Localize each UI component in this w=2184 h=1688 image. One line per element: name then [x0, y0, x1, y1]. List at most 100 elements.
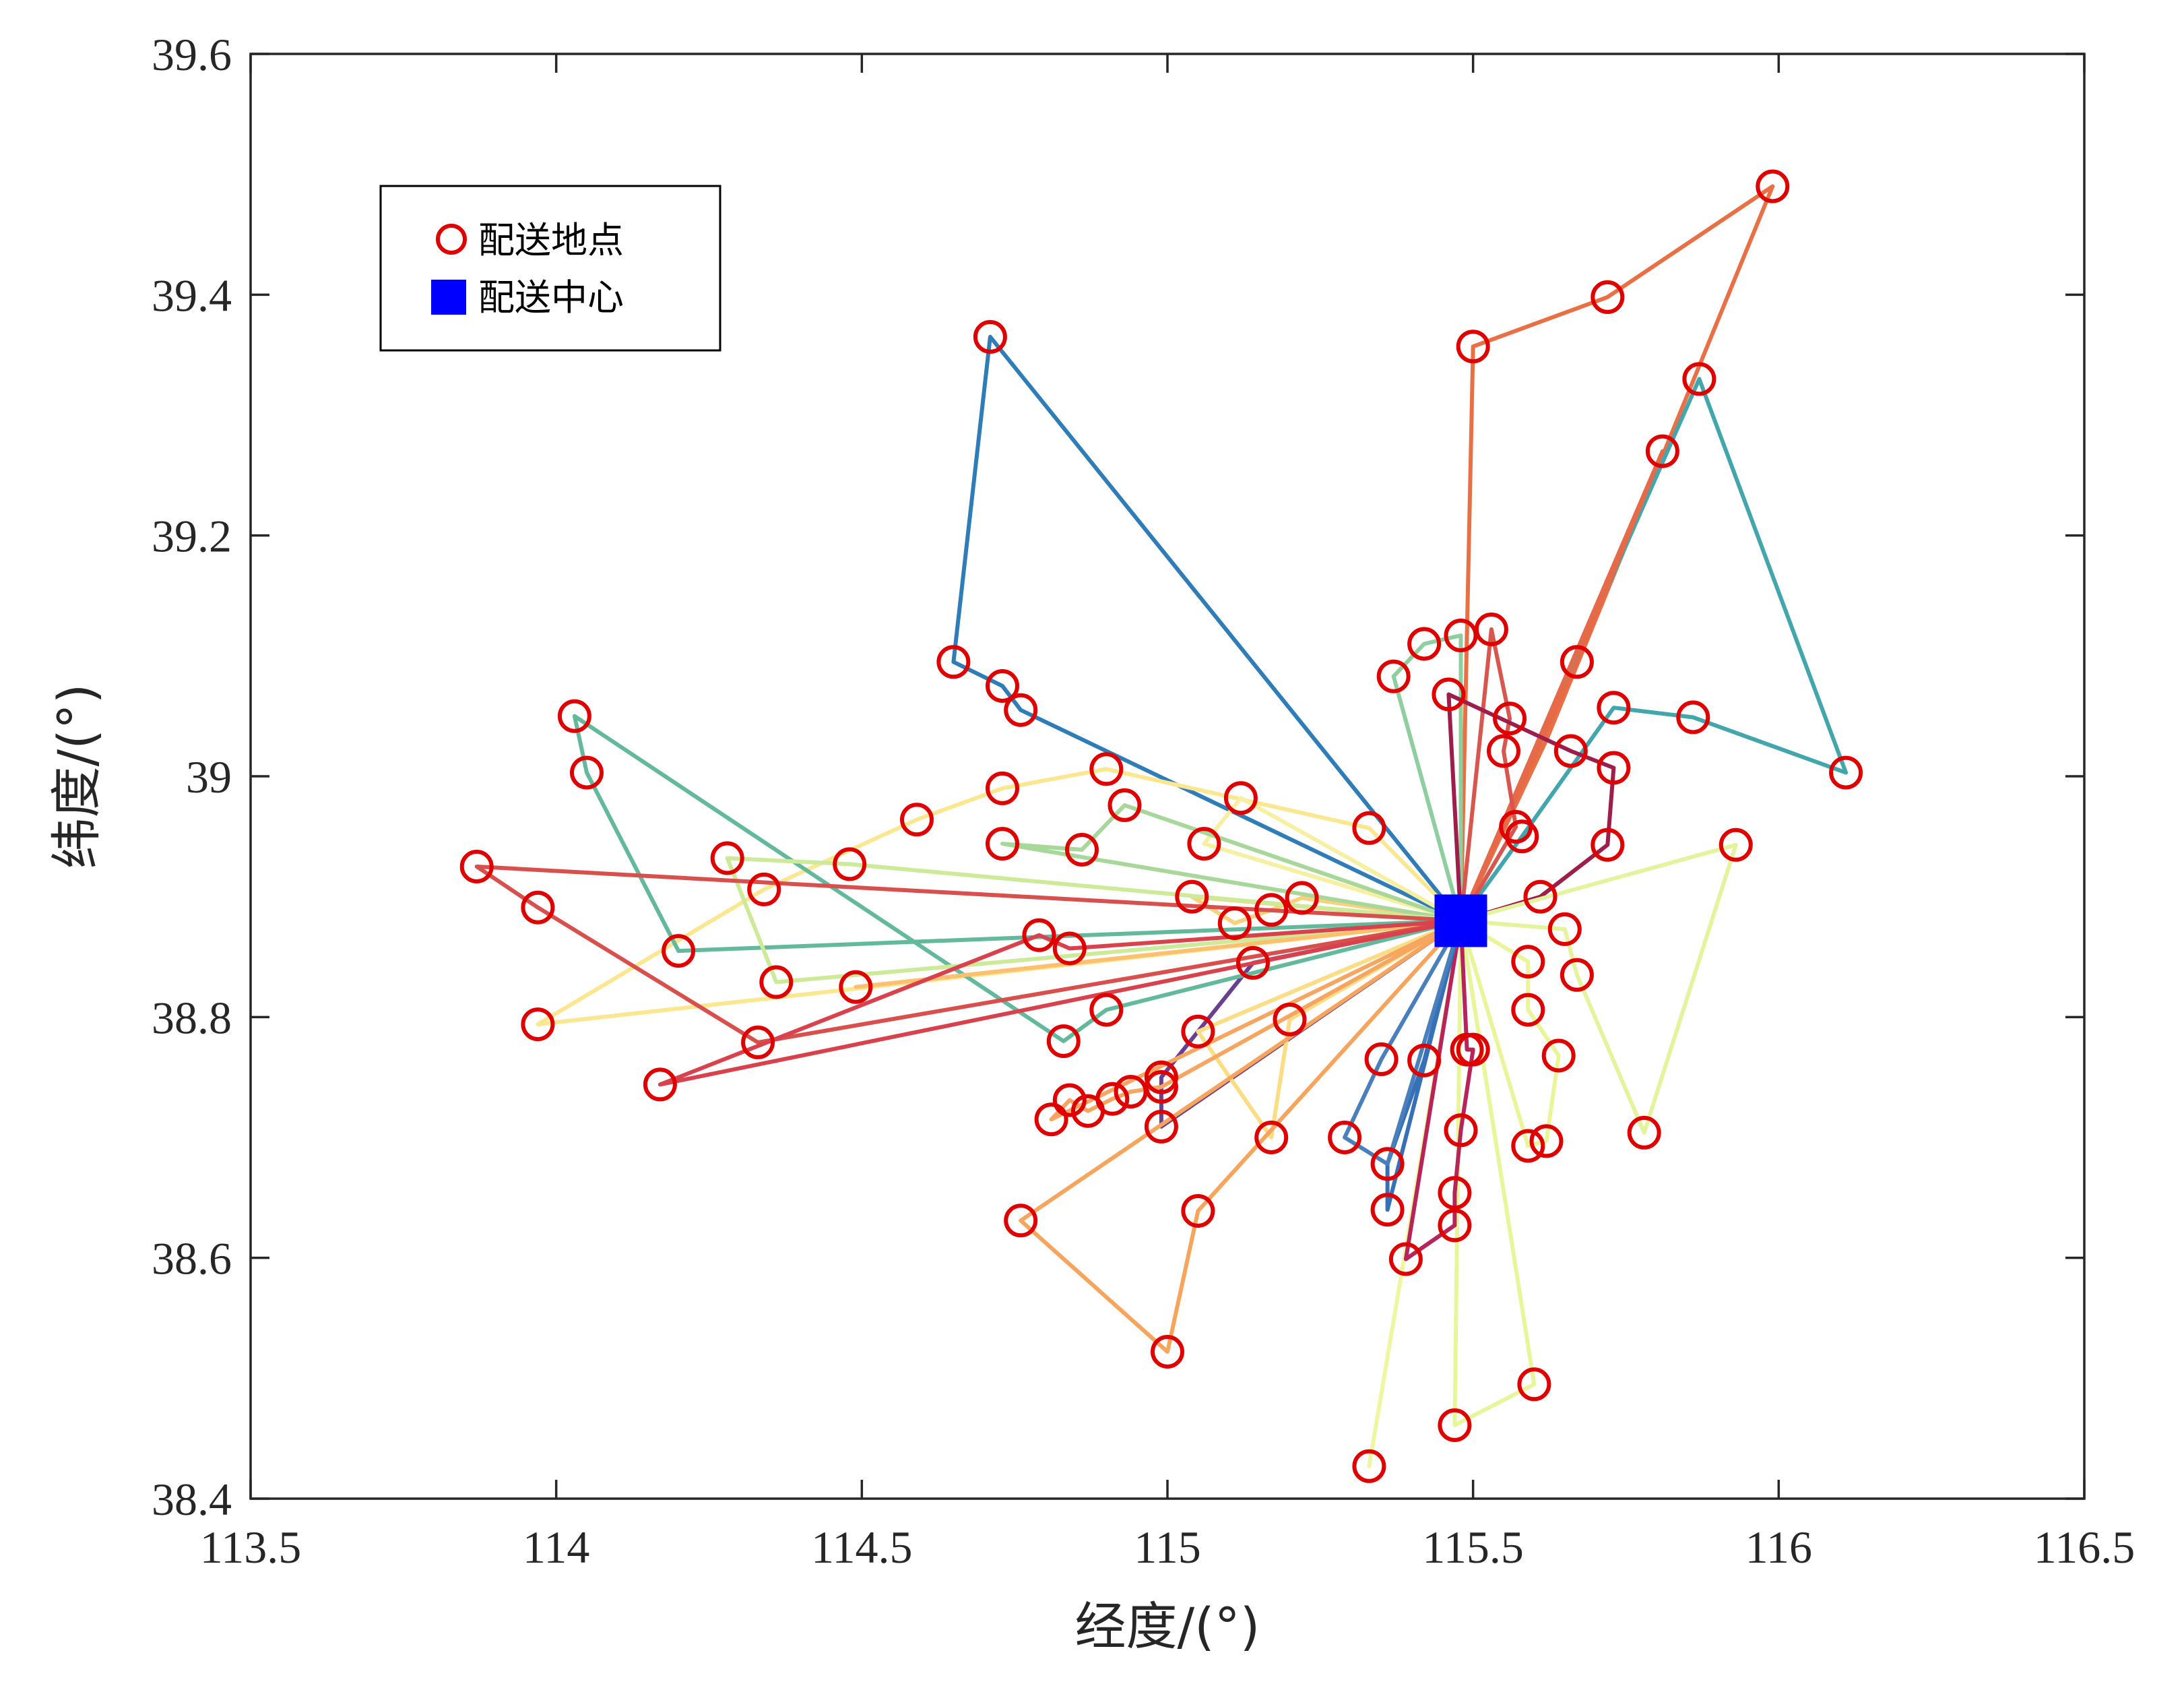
route-line-7: [1446, 692, 1616, 923]
delivery-point-8: [1682, 362, 1716, 396]
delivery-point-89: [521, 890, 555, 925]
delivery-point-35: [1627, 1115, 1661, 1150]
delivery-point-94: [1052, 931, 1087, 966]
y-tick-label: 39.4: [152, 270, 232, 321]
delivery-point-22: [1597, 751, 1631, 785]
legend-square-icon: [431, 280, 466, 315]
delivery-point-40: [1407, 1043, 1442, 1077]
delivery-point-4: [1004, 693, 1038, 727]
legend: 配送地点 配送中心: [379, 185, 721, 352]
delivery-point-61: [1181, 1194, 1215, 1228]
delivery-point-48: [1438, 1408, 1472, 1442]
route-line-25: [854, 918, 1463, 989]
x-tick-label: 114.5: [811, 1522, 912, 1573]
delivery-point-15: [1444, 619, 1478, 652]
x-tick-label: 115.5: [1422, 1522, 1523, 1573]
delivery-points: [459, 169, 1863, 1483]
delivery-point-24: [1505, 819, 1539, 854]
route-line-26: [474, 865, 1463, 1044]
route-line-5: [1391, 633, 1463, 923]
y-tick-label: 39: [186, 751, 232, 803]
delivery-point-62: [1151, 1335, 1184, 1369]
delivery-point-58: [1273, 1002, 1307, 1036]
route-line-19: [1196, 918, 1463, 1139]
delivery-point-2: [936, 645, 971, 679]
legend-circle-icon: [436, 224, 467, 255]
delivery-point-29: [1560, 958, 1594, 992]
delivery-point-42: [1370, 1147, 1405, 1181]
route-line-12: [1403, 918, 1475, 1261]
delivery-point-77: [986, 827, 1019, 861]
delivery-point-83: [747, 872, 781, 906]
delivery-point-46: [1388, 1242, 1423, 1276]
delivery-point-54: [1217, 906, 1252, 940]
delivery-point-73: [1089, 993, 1124, 1027]
route-line-2: [1458, 184, 1775, 923]
y-axis-ticks: 38.4 38.6 38.8 39 39.2 39.4 39.6: [152, 29, 2084, 1525]
route-line-20: [1019, 918, 1463, 1354]
route-line-14: [1343, 918, 1463, 1166]
delivery-point-71: [1034, 1102, 1068, 1137]
delivery-point-75: [1107, 788, 1142, 822]
route-line-1: [951, 334, 1463, 923]
delivery-point-6: [1591, 280, 1625, 314]
delivery-point-51: [1285, 881, 1319, 915]
route-line-23: [1000, 803, 1463, 923]
y-tick-label: 38.6: [152, 1233, 232, 1284]
delivery-point-31: [1511, 993, 1545, 1027]
delivery-point-60: [1254, 1121, 1289, 1154]
route-line-16: [1202, 796, 1463, 923]
delivery-point-44: [1438, 1176, 1472, 1210]
delivery-point-57: [1236, 945, 1270, 980]
y-tick-label: 39.6: [152, 29, 232, 80]
delivery-point-53: [1223, 781, 1258, 815]
delivery-point-11: [1676, 700, 1710, 734]
delivery-point-19: [1493, 701, 1527, 736]
delivery-point-47: [1517, 1367, 1551, 1402]
route-line-9: [1458, 918, 1561, 1148]
delivery-point-86: [570, 755, 604, 790]
delivery-point-13: [1560, 645, 1594, 679]
route-lines: [474, 184, 1849, 1468]
y-tick-label: 38.8: [152, 992, 232, 1043]
delivery-point-14: [1474, 613, 1508, 646]
delivery-point-1: [973, 319, 1007, 354]
delivery-point-59: [1181, 1014, 1215, 1049]
delivery-point-7: [1756, 169, 1790, 204]
delivery-point-82: [759, 965, 794, 999]
route-line-4: [1458, 449, 1665, 923]
route-line-22: [572, 714, 1463, 1044]
y-tick-label: 38.4: [152, 1474, 232, 1525]
delivery-point-20: [1487, 734, 1520, 768]
delivery-point-70: [1052, 1083, 1087, 1117]
delivery-point-41: [1328, 1121, 1362, 1154]
x-tick-label: 116: [1745, 1522, 1812, 1573]
route-line-27: [657, 918, 1463, 1087]
delivery-point-80: [833, 847, 867, 881]
delivery-point-45: [1438, 1208, 1472, 1243]
x-tick-label: 116.5: [2034, 1522, 2135, 1573]
delivery-point-25: [1591, 827, 1625, 862]
delivery-point-66: [1144, 1109, 1178, 1144]
delivery-point-3: [986, 669, 1019, 703]
route-line-8: [1458, 842, 1738, 1135]
delivery-point-81: [839, 970, 873, 1004]
delivery-point-50: [1352, 811, 1386, 845]
delivery-point-49: [1352, 1449, 1386, 1483]
delivery-point-63: [1004, 1204, 1038, 1238]
x-tick-label: 115: [1134, 1522, 1200, 1573]
x-tick-label: 114: [523, 1522, 589, 1573]
delivery-point-69: [1071, 1094, 1105, 1128]
delivery-point-21: [1553, 734, 1588, 768]
delivery-point-93: [1022, 918, 1056, 952]
legend-label-distribution-center: 配送中心: [478, 276, 624, 319]
delivery-point-10: [1829, 755, 1863, 790]
y-axis-title: 纬度/(°): [46, 684, 106, 869]
delivery-point-85: [662, 934, 696, 968]
delivery-point-5: [1456, 330, 1490, 364]
delivery-point-27: [1523, 879, 1557, 914]
delivery-point-37: [1529, 1124, 1564, 1158]
x-tick-label: 113.5: [200, 1522, 301, 1573]
delivery-point-17: [1376, 659, 1411, 693]
delivery-point-38: [1444, 1113, 1478, 1148]
